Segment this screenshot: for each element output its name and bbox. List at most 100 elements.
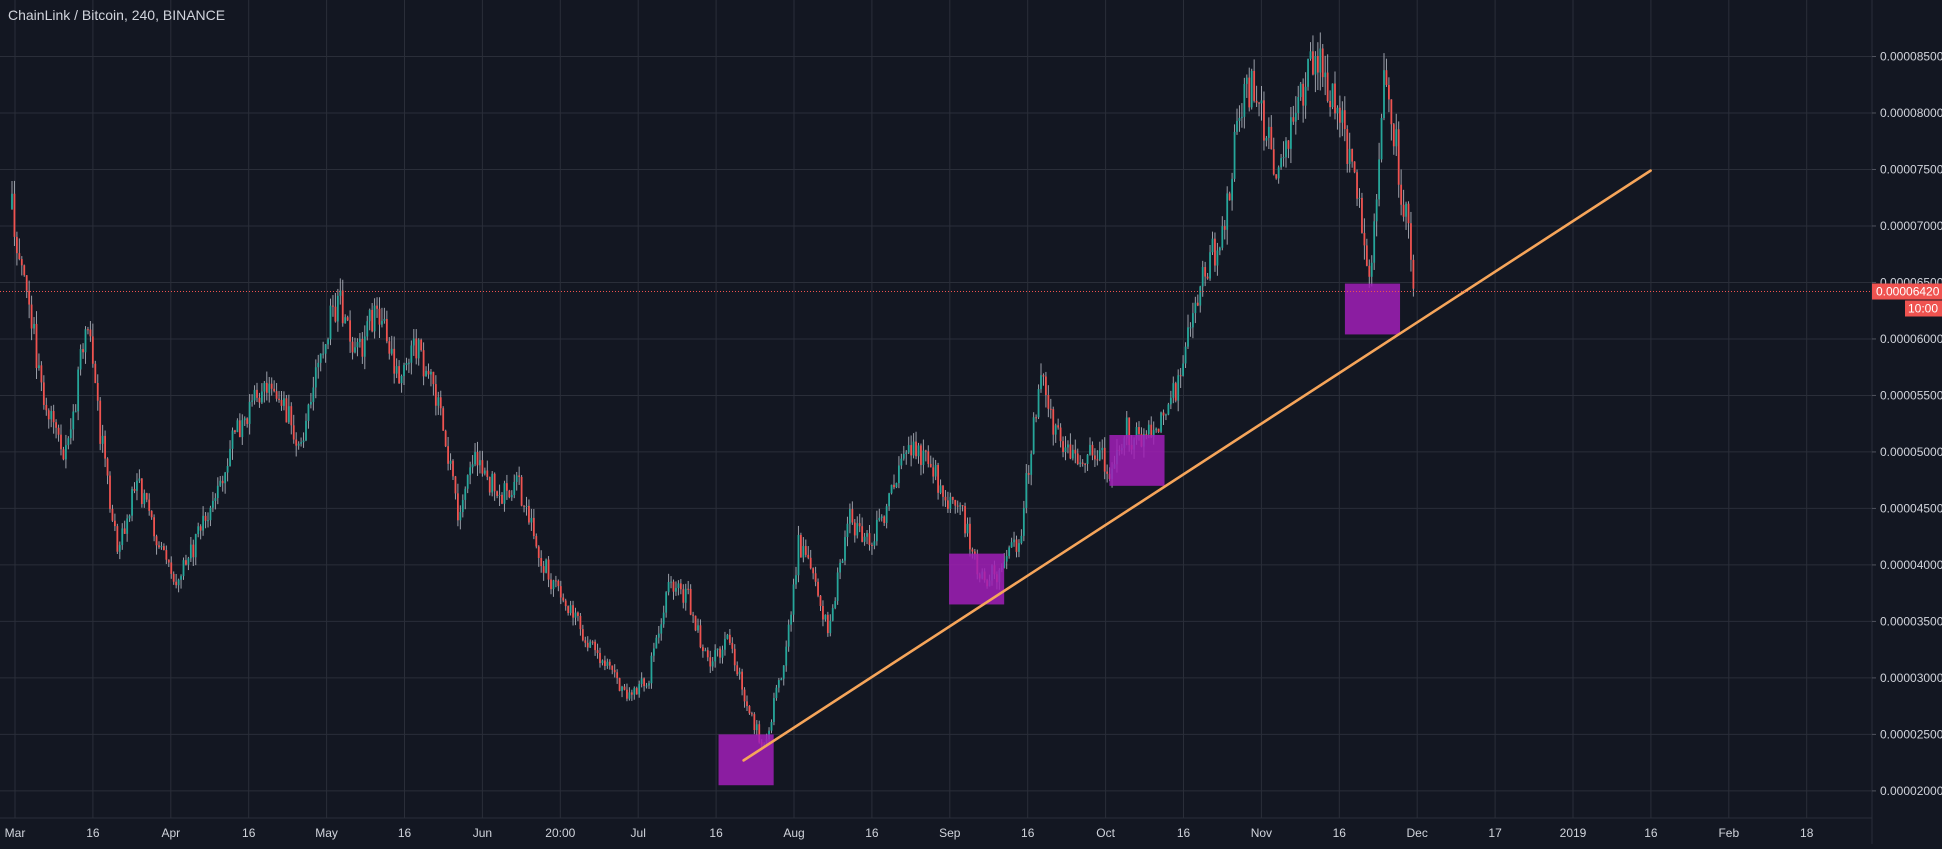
- candle-body: [1096, 459, 1099, 461]
- candle-body: [648, 683, 650, 686]
- candle-body: [1380, 118, 1383, 160]
- candle-body: [942, 485, 944, 497]
- candle-body: [74, 411, 77, 413]
- candle-body: [50, 411, 53, 420]
- candle-body: [1226, 193, 1229, 230]
- candle-body: [873, 541, 876, 546]
- candle-body: [138, 478, 141, 481]
- candle-body: [1385, 70, 1388, 85]
- candle-body: [1331, 83, 1334, 108]
- candle-body: [253, 389, 256, 401]
- candle-body: [954, 499, 957, 506]
- candle-body: [197, 526, 200, 535]
- candle-body: [1363, 232, 1366, 246]
- candle-body: [1054, 425, 1057, 435]
- candle-body: [1370, 262, 1373, 277]
- candle-body: [920, 445, 922, 465]
- candle-body: [1084, 463, 1086, 465]
- candle-body: [351, 341, 354, 353]
- candle-body: [209, 507, 212, 521]
- candle-body: [1022, 507, 1025, 536]
- candle-body: [645, 685, 648, 687]
- candle-body: [973, 551, 976, 555]
- candle-body: [314, 367, 317, 388]
- candle-body: [1351, 148, 1354, 162]
- candle-body: [278, 398, 280, 400]
- candle-body: [30, 304, 33, 329]
- candle-body: [410, 345, 413, 363]
- candle-body: [510, 495, 513, 498]
- candle-body: [621, 686, 623, 691]
- candle-body: [1218, 247, 1221, 251]
- candle-body: [412, 338, 415, 346]
- candle-body: [1145, 434, 1148, 436]
- candle-body: [1255, 100, 1258, 103]
- candle-body: [371, 309, 374, 332]
- candle-body: [1287, 140, 1290, 149]
- candle-body: [1353, 161, 1356, 173]
- candle-body: [1103, 447, 1106, 472]
- candle-body: [812, 568, 815, 574]
- candle-body: [123, 528, 126, 534]
- candle-body: [430, 371, 432, 375]
- candle-body: [496, 491, 498, 496]
- candle-body: [1309, 51, 1312, 59]
- candle-body: [261, 391, 263, 403]
- time-tick-label: 16: [1644, 826, 1658, 840]
- candle-body: [895, 483, 898, 488]
- price-tag-label: 0.00006420: [1876, 284, 1940, 298]
- candle-body: [724, 638, 726, 650]
- candle-body: [785, 646, 788, 666]
- candle-body: [662, 612, 665, 625]
- current-price-marker: 0.00006420 10:00: [1872, 283, 1942, 317]
- candle-body: [1407, 203, 1410, 224]
- time-tick-label: Mar: [5, 826, 26, 840]
- candle-body: [929, 463, 932, 468]
- candle-body: [1228, 193, 1231, 201]
- candle-body: [706, 650, 709, 658]
- candle-body: [964, 506, 966, 534]
- candle-body: [444, 430, 447, 447]
- candle-body: [719, 648, 721, 658]
- candle-body: [55, 422, 57, 428]
- candle-body: [508, 490, 511, 498]
- candle-body: [1074, 449, 1077, 454]
- candle-body: [170, 562, 173, 574]
- candle-body: [1263, 100, 1265, 141]
- candle-body: [1302, 83, 1305, 106]
- candle-body: [944, 496, 947, 501]
- candle-body: [104, 435, 106, 459]
- time-tick-label: Apr: [161, 826, 180, 840]
- candle-body: [408, 362, 410, 364]
- candle-body: [1101, 447, 1104, 451]
- candle-body: [684, 588, 687, 603]
- candle-body: [1174, 383, 1177, 401]
- price-axis[interactable]: 0.00002000 0.00002500 0.00003000 0.00003500…: [1872, 49, 1942, 798]
- candle-body: [871, 544, 873, 546]
- candle-body: [559, 586, 562, 598]
- candle-body: [829, 620, 832, 634]
- candle-body: [28, 290, 31, 305]
- candle-body: [824, 614, 827, 620]
- time-axis[interactable]: Mar 16 Apr 16 May 16 Jun 20:00 Jul 16 Aug 16 Sep 16 Oc…: [5, 826, 1814, 840]
- candle-body: [790, 614, 792, 625]
- candle-body: [140, 478, 143, 505]
- candle-body: [101, 435, 104, 444]
- candle-body: [971, 549, 974, 552]
- candle-body: [513, 481, 516, 496]
- candle-body: [57, 427, 60, 435]
- candle-body: [1201, 267, 1204, 287]
- candle-body: [385, 318, 388, 342]
- candle-body: [363, 336, 366, 357]
- candle-body: [550, 579, 552, 590]
- candle-body: [143, 493, 146, 505]
- candle-body: [427, 370, 430, 375]
- drawings: [0, 169, 1872, 786]
- candle-body: [1209, 252, 1211, 279]
- candle-body: [775, 687, 778, 698]
- candle-body: [885, 506, 888, 523]
- candle-body: [545, 559, 547, 573]
- candle-body: [525, 505, 528, 507]
